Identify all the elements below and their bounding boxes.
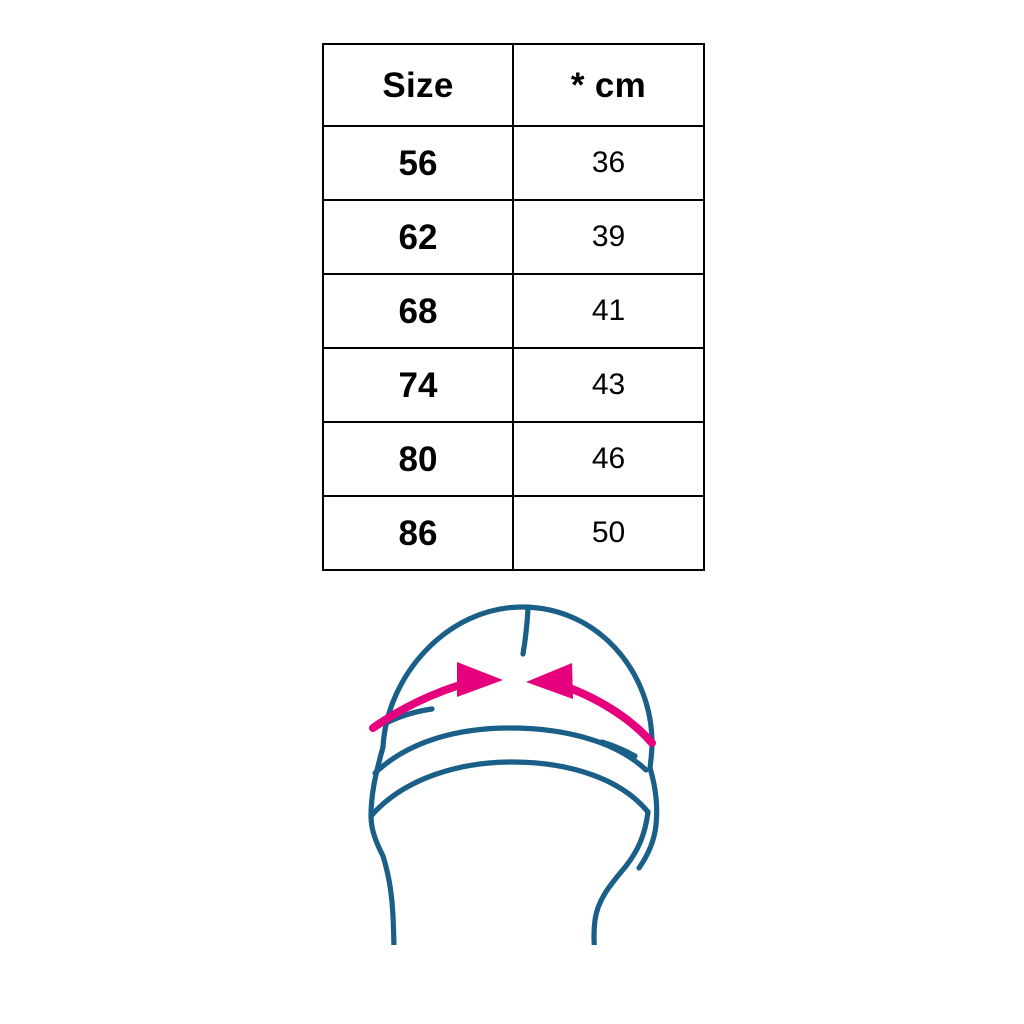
size-chart-table-container: Size * cm 56 36 62 39 68 41 74 43 80 — [322, 43, 705, 571]
hat-outline-group — [368, 604, 660, 945]
cell-measurement: 43 — [512, 347, 705, 423]
cell-measurement: 46 — [512, 421, 705, 497]
cell-size: 56 — [322, 125, 514, 201]
cell-size: 86 — [322, 495, 514, 571]
cell-size: 62 — [322, 199, 514, 275]
hat-right-side — [636, 765, 660, 871]
column-header-size: Size — [322, 43, 514, 127]
cell-size: 68 — [322, 273, 514, 349]
cell-measurement: 50 — [512, 495, 705, 571]
table-body: 56 36 62 39 68 41 74 43 80 46 86 50 — [322, 125, 705, 571]
hat-brim-upper-curve — [372, 725, 649, 776]
hat-diagram — [340, 580, 690, 945]
hat-crown-outline — [380, 604, 655, 771]
size-chart-table: Size * cm 56 36 62 39 68 41 74 43 80 — [322, 43, 705, 571]
cell-measurement: 41 — [512, 273, 705, 349]
cell-size: 80 — [322, 421, 514, 497]
hat-diagram-svg — [368, 604, 660, 945]
hat-left-tail — [380, 853, 397, 945]
cell-measurement: 39 — [512, 199, 705, 275]
table-header-row: Size * cm — [322, 43, 705, 127]
table-row: 56 36 — [322, 125, 705, 201]
table-row: 86 50 — [322, 495, 705, 571]
cell-size: 74 — [322, 347, 514, 423]
table-row: 62 39 — [322, 199, 705, 275]
arrow-head-left — [457, 662, 503, 697]
table-row: 74 43 — [322, 347, 705, 423]
hat-brim-lower-curve — [368, 759, 651, 819]
head-circumference-arrow — [369, 662, 656, 747]
hat-crown-seam — [520, 606, 531, 657]
arrow-head-right — [526, 663, 573, 699]
hat-right-tail — [591, 809, 651, 945]
table-row: 80 46 — [322, 421, 705, 497]
table-row: 68 41 — [322, 273, 705, 349]
hat-brim-tick-right — [599, 739, 638, 759]
cell-measurement: 36 — [512, 125, 705, 201]
hat-left-side — [368, 744, 386, 859]
table-header: Size * cm — [322, 43, 705, 127]
column-header-measurement: * cm — [512, 43, 705, 127]
